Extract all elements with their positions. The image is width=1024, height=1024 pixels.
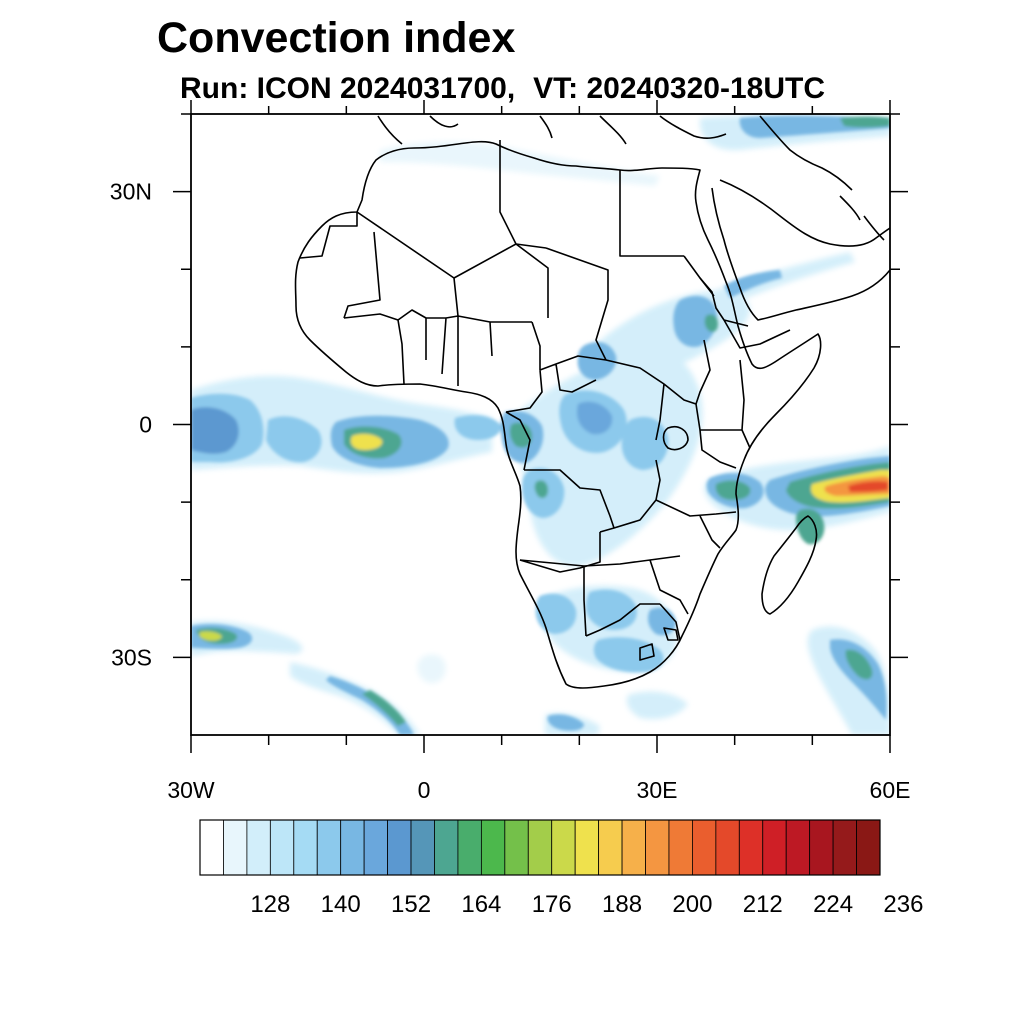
colorbar-label: 164 [461, 891, 501, 918]
field-se-madagascar-green [845, 649, 873, 680]
colorbar-swatch [832, 819, 857, 876]
madagascar [761, 515, 818, 615]
borders-west [343, 309, 541, 386]
colorbar-swatch [457, 819, 482, 876]
colorbar-label: 236 [883, 891, 923, 918]
colorbar-label: 188 [602, 891, 642, 918]
colorbar-swatch [363, 819, 388, 876]
colorbar-swatch [480, 819, 506, 876]
axis-labels: 30W 0 30E 60E 30N 0 30S [110, 179, 911, 803]
field-io-band-red [848, 481, 888, 492]
field-namibia [535, 593, 577, 634]
field-red-sea-streak [700, 252, 855, 314]
colorbar-swatch [692, 819, 717, 876]
colorbar-labels: 128 140 152 164 176 188 200 212 224 236 [250, 891, 923, 918]
lat-tick-label: 30S [111, 644, 152, 670]
borders-east [695, 277, 791, 449]
colorbar-swatch [246, 819, 271, 876]
colorbar-label: 152 [391, 891, 431, 918]
field-s-atlantic-lower-green [362, 690, 406, 726]
colorbar-swatch [340, 819, 365, 876]
field-congo-east [621, 416, 669, 470]
colorbar-swatch [269, 819, 295, 876]
colorbar-swatch [762, 819, 787, 876]
colorbar-swatch [199, 819, 224, 876]
arabian-peninsula [711, 179, 890, 321]
borders-south [519, 499, 737, 661]
caspian-gulf [839, 195, 885, 241]
lon-tick-label: 60E [870, 777, 911, 803]
colorbar-swatch [785, 819, 811, 876]
colorbar-swatch [738, 819, 764, 876]
europe-coast [377, 115, 853, 191]
field-ethiopia-green [704, 314, 718, 332]
colorbar-swatch [621, 819, 646, 876]
colorbar-label: 212 [743, 891, 783, 918]
colorbar-swatch [668, 819, 693, 876]
colorbar-label: 200 [672, 891, 712, 918]
field-car-cells [577, 342, 617, 380]
lat-tick-label: 30N [110, 179, 152, 205]
colorbar-swatch [809, 819, 834, 876]
colorbar-swatch [527, 819, 553, 876]
field-tanzania-green [715, 480, 751, 500]
colorbar-swatch [387, 819, 412, 876]
field-congo-west-green [509, 422, 532, 448]
field-angola-green [534, 480, 548, 498]
field-red-sea [724, 270, 782, 298]
colorbar-label: 128 [250, 891, 290, 918]
field-atlantic-core-west-inner [191, 407, 239, 454]
colorbar-swatch [223, 819, 248, 876]
field-gulf-coast [454, 415, 501, 440]
colorbar-swatch [856, 819, 881, 876]
colorbar-swatch [293, 819, 318, 876]
field-level-mid [191, 115, 890, 735]
colorbar-label: 224 [813, 891, 853, 918]
colorbar-swatch [645, 819, 670, 876]
lon-tick-label: 30W [167, 777, 215, 803]
colorbar-swatch [504, 819, 529, 876]
field-s-atlantic-lower [326, 676, 414, 735]
field-angola-coast [547, 714, 584, 731]
colorbar-label: 176 [532, 891, 572, 918]
field-congo-central-inner [576, 401, 613, 435]
field-north-green [840, 116, 890, 128]
field-atlantic-swirl [417, 654, 446, 684]
colorbar-swatch [715, 819, 740, 876]
colorbar-swatch [316, 819, 342, 876]
valid-time-label: VT: 20240320-18UTC [533, 72, 825, 105]
lon-tick-label: 0 [418, 777, 431, 803]
colorbar-swatch [434, 819, 459, 876]
chart-subtitle: Run: ICON 2024031700, VT: 20240320-18UTC [180, 72, 825, 106]
field-atlantic-core-mid [266, 416, 322, 463]
colorbar-label: 140 [321, 891, 361, 918]
coastlines-borders [294, 115, 890, 689]
field-mediterranean-streak [380, 141, 660, 186]
lake-victoria [662, 425, 689, 451]
field-cape-swirl [626, 691, 688, 720]
colorbar-swatch [574, 819, 600, 876]
run-label: Run: ICON 2024031700, [180, 72, 516, 105]
field-botswana [586, 589, 637, 630]
lat-tick-label: 0 [139, 412, 152, 438]
field-ethiopia-core [673, 295, 718, 348]
colorbar-swatch [551, 819, 576, 876]
chart-title: Convection index [157, 14, 516, 62]
lon-tick-label: 30E [637, 777, 678, 803]
convection-field [191, 115, 890, 735]
field-guinea-yellow [350, 433, 383, 450]
field-s-atlantic-yellow [199, 631, 222, 641]
colorbar-swatch [410, 819, 435, 876]
colorbar [199, 819, 881, 876]
colorbar-swatch [598, 819, 623, 876]
colorbar-frame [199, 819, 881, 876]
axis-ticks [173, 100, 908, 753]
field-se-madagascar-core [830, 639, 887, 720]
africa-coastline [294, 140, 822, 689]
